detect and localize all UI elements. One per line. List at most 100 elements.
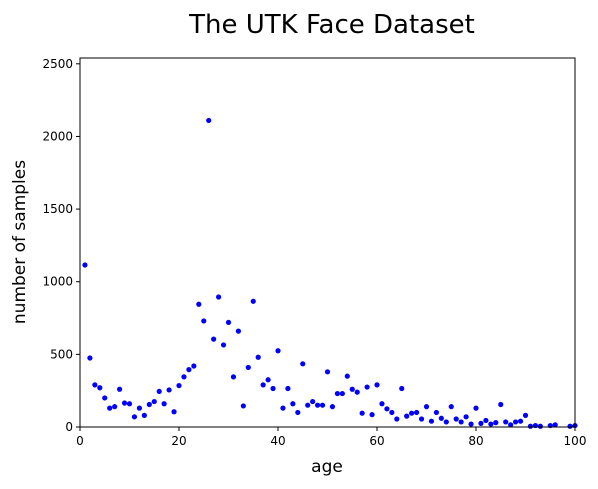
- data-point: [522, 412, 529, 418]
- data-point: [121, 400, 128, 406]
- data-point: [364, 384, 370, 390]
- x-tick-label: 80: [468, 434, 483, 448]
- data-point: [186, 367, 192, 373]
- data-point: [315, 402, 321, 408]
- y-axis-label: number of samples: [10, 160, 30, 324]
- y-tick-label: 2500: [42, 57, 73, 71]
- data-point: [483, 417, 489, 424]
- data-point: [537, 423, 543, 429]
- data-point: [379, 401, 385, 407]
- x-tick-label: 40: [270, 434, 285, 448]
- data-point: [394, 416, 400, 422]
- data-point: [245, 364, 251, 371]
- data-point: [552, 422, 558, 428]
- data-point: [92, 382, 98, 388]
- data-point: [473, 405, 479, 411]
- x-tick-label: 0: [76, 434, 84, 448]
- data-point: [503, 419, 509, 425]
- data-point: [319, 402, 326, 408]
- data-point: [250, 298, 256, 304]
- data-point: [275, 348, 281, 354]
- data-point: [324, 369, 331, 375]
- data-point: [414, 409, 420, 416]
- data-point: [508, 422, 514, 428]
- data-point: [97, 385, 103, 391]
- data-point: [493, 420, 499, 426]
- data-point: [478, 420, 484, 426]
- data-point: [225, 319, 232, 326]
- data-point: [230, 374, 237, 380]
- data-point: [280, 405, 286, 411]
- data-point: [235, 328, 241, 334]
- data-point: [443, 419, 449, 425]
- data-point: [107, 405, 113, 411]
- y-tick-label: 500: [50, 347, 73, 361]
- data-point: [488, 421, 494, 427]
- data-point: [166, 387, 172, 393]
- data-point: [151, 398, 157, 405]
- data-point: [453, 416, 459, 422]
- data-point: [418, 416, 425, 422]
- data-point: [423, 404, 430, 410]
- data-point: [181, 374, 187, 380]
- data-point: [567, 423, 573, 429]
- data-point: [349, 386, 355, 392]
- data-point: [265, 377, 271, 383]
- data-point: [409, 410, 415, 416]
- x-tick-label: 60: [369, 434, 384, 448]
- data-point: [359, 410, 365, 416]
- data-point: [201, 318, 207, 324]
- data-point: [102, 395, 108, 401]
- data-point: [527, 423, 534, 429]
- data-point: [216, 294, 222, 300]
- plot-frame: [79, 57, 576, 428]
- data-point: [290, 401, 296, 407]
- data-point: [136, 405, 142, 411]
- data-point: [334, 390, 340, 397]
- data-point: [126, 401, 133, 407]
- data-point: [354, 389, 360, 395]
- data-point: [384, 406, 390, 412]
- x-axis-label: age: [311, 457, 343, 477]
- data-point: [196, 301, 202, 307]
- data-point: [220, 342, 227, 348]
- data-point: [513, 419, 519, 425]
- data-point: [270, 385, 276, 392]
- data-point: [374, 382, 380, 388]
- data-point: [112, 404, 118, 410]
- y-tick-label: 1500: [42, 202, 73, 216]
- y-tick-label: 1000: [42, 275, 73, 289]
- data-point: [310, 398, 316, 405]
- data-point: [433, 409, 439, 416]
- data-point: [285, 385, 291, 392]
- data-point: [517, 418, 524, 424]
- data-point: [211, 336, 217, 342]
- data-point: [87, 355, 93, 361]
- data-point: [131, 414, 138, 420]
- data-point: [171, 409, 177, 415]
- y-tick-label: 2000: [42, 129, 73, 143]
- data-point: [117, 386, 123, 392]
- data-point: [82, 262, 88, 268]
- data-point: [458, 419, 464, 425]
- data-point: [329, 404, 336, 410]
- data-point: [468, 421, 474, 427]
- y-tick-label: 0: [65, 420, 73, 434]
- data-point: [369, 412, 375, 418]
- data-point: [161, 401, 167, 407]
- data-point: [389, 409, 395, 416]
- data-point: [295, 409, 301, 416]
- data-point: [146, 401, 152, 408]
- data-point: [240, 403, 246, 409]
- data-point: [344, 373, 350, 379]
- data-point: [339, 390, 345, 397]
- data-point: [141, 412, 147, 418]
- x-tick-label: 100: [564, 434, 587, 448]
- data-point: [399, 385, 405, 392]
- data-point: [191, 363, 197, 369]
- data-point: [463, 414, 469, 420]
- data-point: [404, 413, 410, 419]
- data-point: [260, 382, 266, 388]
- data-point: [206, 117, 212, 124]
